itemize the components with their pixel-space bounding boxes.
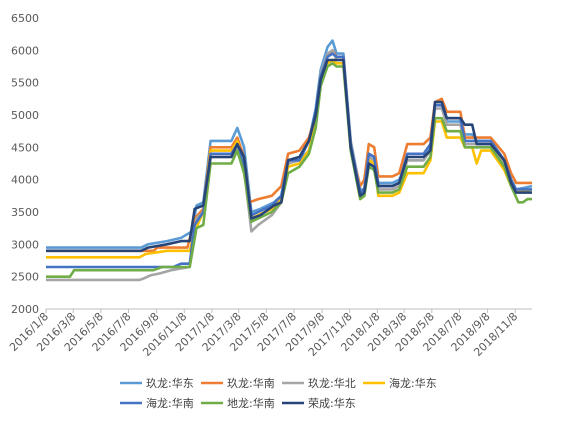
legend-item: 玖龙:华北 — [282, 376, 356, 390]
y-tick-label: 5500 — [11, 77, 39, 90]
y-tick-label: 6500 — [11, 12, 39, 25]
series-line-7 — [46, 58, 532, 253]
y-axis-ticks: 2000 2500 3000 3500 4000 4500 5000 5500 6000 6500 — [11, 12, 39, 316]
y-tick-label: 4000 — [11, 174, 39, 187]
legend-item: 海龙:华东 — [363, 376, 437, 390]
series-line-1 — [46, 39, 533, 249]
legend-item: 地龙:华南 — [201, 396, 275, 410]
legend-label: 玖龙:华北 — [308, 376, 356, 390]
y-tick-label: 3000 — [11, 238, 39, 251]
legend-label: 玖龙:华南 — [227, 376, 275, 390]
y-tick-label: 6000 — [11, 44, 39, 57]
plot-area — [46, 39, 533, 282]
legend-label: 地龙:华南 — [227, 396, 275, 410]
series-line-2 — [46, 49, 532, 253]
legend-item: 玖龙:华东 — [120, 376, 194, 390]
y-tick-label: 5000 — [11, 109, 39, 122]
y-tick-label: 3500 — [11, 206, 39, 219]
series-line-6 — [46, 62, 532, 278]
y-tick-label: 4500 — [11, 141, 39, 154]
legend-item: 海龙:华南 — [120, 396, 194, 410]
legend-label: 海龙:华东 — [389, 376, 437, 390]
x-axis-ticks: 2016/1/82016/3/82016/5/82016/7/82016/9/8… — [7, 309, 520, 359]
y-tick-label: 2000 — [11, 303, 39, 316]
y-tick-label: 2500 — [11, 271, 39, 284]
legend-label: 荣成:华东 — [308, 396, 356, 410]
legend-item: 荣成:华东 — [282, 396, 356, 410]
series-line-4 — [46, 58, 533, 259]
legend-label: 玖龙:华东 — [146, 376, 194, 390]
legend-item: 玖龙:华南 — [201, 376, 275, 390]
legend-label: 海龙:华南 — [146, 396, 194, 410]
